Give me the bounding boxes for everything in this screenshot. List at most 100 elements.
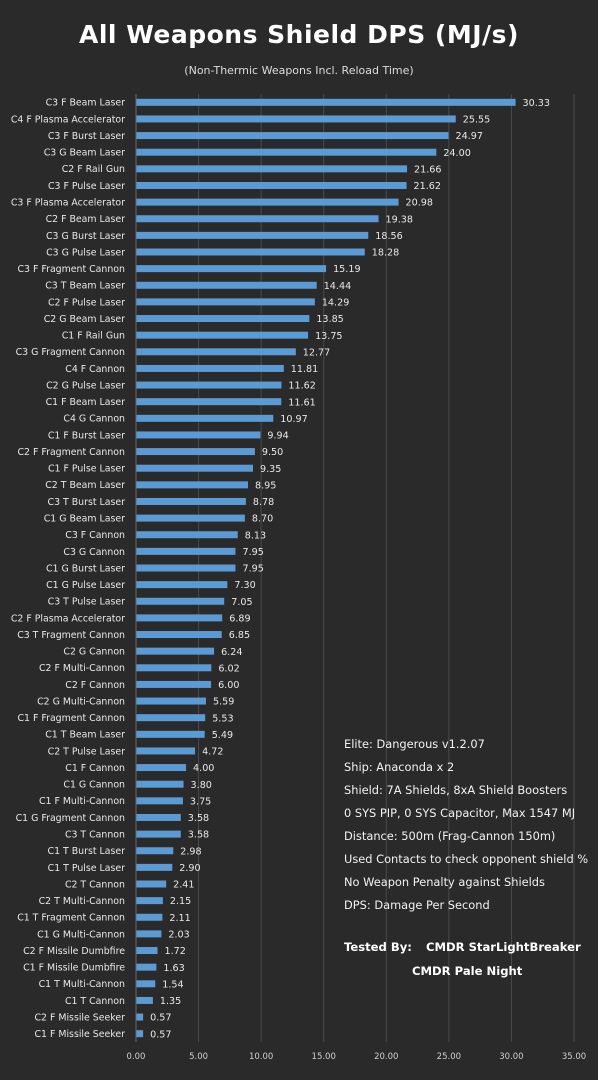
value-label: 8.13 — [245, 530, 266, 541]
grid-lines — [135, 94, 575, 1042]
bar — [136, 248, 365, 256]
x-tick-label: 5.00 — [189, 1052, 208, 1062]
bar — [136, 747, 196, 755]
bar — [136, 963, 157, 971]
bar — [136, 98, 516, 106]
note-version: Elite: Dangerous v1.2.07 — [344, 737, 485, 751]
x-tick-label: 10.00 — [249, 1052, 273, 1062]
value-label: 1.72 — [165, 946, 186, 957]
x-tick-label: 35.00 — [562, 1052, 586, 1062]
bar — [136, 148, 437, 156]
value-label: 19.38 — [386, 214, 413, 225]
value-label: 6.24 — [221, 647, 242, 658]
value-label: 2.15 — [170, 896, 191, 907]
bar — [136, 897, 163, 905]
category-label: C2 F Fragment Cannon — [18, 447, 126, 458]
category-label: C2 G Pulse Laser — [46, 380, 125, 391]
category-label: C3 F Fragment Cannon — [18, 264, 126, 275]
note-pips: 0 SYS PIP, 0 SYS Capacitor, Max 1547 MJ — [344, 806, 576, 820]
bar — [136, 647, 215, 655]
category-label: C1 F Fragment Cannon — [18, 713, 126, 724]
bar — [136, 431, 261, 439]
value-label: 3.58 — [188, 830, 209, 841]
bar — [136, 298, 315, 306]
category-label: C1 F Missile Seeker — [35, 1029, 126, 1040]
bars-group — [136, 98, 516, 1038]
category-label: C2 F Plasma Accelerator — [11, 613, 125, 624]
value-label: 9.35 — [260, 464, 281, 475]
note-shield: Shield: 7A Shields, 8xA Shield Boosters — [344, 783, 568, 797]
bar — [136, 697, 206, 705]
bar — [136, 231, 369, 239]
category-label: C1 T Multi-Cannon — [39, 979, 125, 990]
chart-subtitle: (Non-Thermic Weapons Incl. Reload Time) — [184, 64, 414, 77]
value-label: 6.85 — [229, 630, 250, 641]
note-dps: DPS: Damage Per Second — [344, 898, 490, 912]
category-label: C2 G Cannon — [63, 647, 125, 658]
category-label: C3 T Pulse Laser — [48, 597, 125, 608]
bar — [136, 448, 255, 456]
value-label: 2.90 — [179, 863, 200, 874]
category-labels: C3 F Beam Laser C4 F Plasma Accelerator C3… — [11, 98, 125, 1040]
category-label: C2 T Cannon — [65, 879, 125, 890]
category-label: C1 G Multi-Cannon — [37, 929, 125, 940]
category-label: C3 G Fragment Cannon — [16, 347, 125, 358]
category-label: C1 G Pulse Laser — [46, 580, 125, 591]
credits-name-2: CMDR Pale Night — [412, 964, 523, 978]
value-label: 20.98 — [406, 198, 433, 209]
category-label: C1 F Pulse Laser — [48, 464, 125, 475]
test-notes: Elite: Dangerous v1.2.07 Ship: Anaconda … — [344, 733, 594, 917]
value-label: 1.35 — [160, 996, 181, 1007]
bar — [136, 281, 317, 289]
category-label: C3 G Beam Laser — [44, 148, 125, 159]
category-label: C3 T Beam Laser — [45, 281, 125, 292]
bar — [136, 315, 310, 323]
value-label: 18.28 — [372, 248, 399, 259]
bar — [136, 664, 212, 672]
value-label: 9.50 — [262, 447, 283, 458]
value-label: 7.95 — [242, 547, 263, 558]
value-label: 15.19 — [333, 264, 360, 275]
value-label: 10.97 — [280, 414, 307, 425]
bar — [136, 880, 167, 888]
bar — [136, 714, 206, 722]
bar — [136, 1030, 144, 1038]
category-label: C3 T Burst Laser — [48, 497, 126, 508]
bar — [136, 481, 249, 489]
credits-name-1: CMDR StarLightBreaker — [425, 940, 581, 954]
bar — [136, 165, 408, 173]
bar — [136, 531, 238, 539]
value-label: 8.95 — [255, 480, 276, 491]
value-label: 18.56 — [375, 231, 402, 242]
category-label: C1 G Fragment Cannon — [16, 813, 125, 824]
value-label: 3.75 — [190, 796, 211, 807]
credits-row-2: CMDR Pale Night — [344, 959, 594, 983]
bar — [136, 797, 183, 805]
x-tick-label: 0.00 — [127, 1052, 146, 1062]
value-label: 30.33 — [523, 98, 550, 109]
value-label: 1.54 — [162, 979, 183, 990]
bar — [136, 597, 225, 605]
value-label: 2.03 — [168, 929, 189, 940]
value-label: 13.85 — [316, 314, 343, 325]
bar — [136, 730, 205, 738]
category-label: C1 F Rail Gun — [62, 331, 125, 342]
category-label: C2 T Multi-Cannon — [39, 896, 125, 907]
bar — [136, 364, 284, 372]
bar — [136, 780, 184, 788]
category-label: C1 T Fragment Cannon — [17, 913, 125, 924]
bar — [136, 497, 246, 505]
bar — [136, 215, 379, 223]
credits-row-1: Tested By: CMDR StarLightBreaker — [344, 935, 594, 959]
category-label: C1 T Cannon — [65, 996, 125, 1007]
category-label: C1 G Burst Laser — [46, 563, 125, 574]
bar — [136, 514, 245, 522]
bar — [136, 764, 187, 772]
bar — [136, 348, 296, 356]
value-label: 2.41 — [173, 880, 194, 891]
bar — [136, 132, 449, 140]
value-label: 7.05 — [231, 597, 252, 608]
value-label: 0.57 — [150, 1029, 171, 1040]
